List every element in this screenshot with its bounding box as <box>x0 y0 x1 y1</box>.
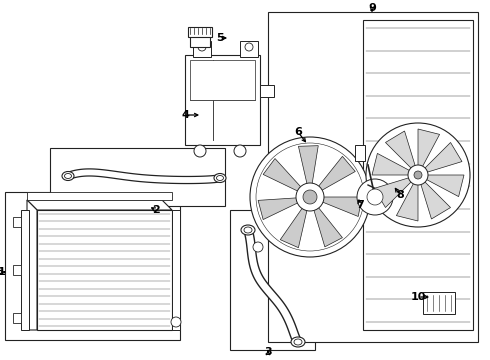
Circle shape <box>245 43 253 51</box>
Text: 2: 2 <box>152 205 160 215</box>
Text: 10: 10 <box>410 292 426 302</box>
Bar <box>240 41 258 57</box>
Polygon shape <box>27 200 172 210</box>
Circle shape <box>234 145 246 157</box>
Bar <box>5 192 180 340</box>
Bar <box>172 210 180 330</box>
Polygon shape <box>280 207 307 248</box>
Polygon shape <box>396 182 418 221</box>
Polygon shape <box>321 197 362 216</box>
Bar <box>193 41 211 57</box>
Text: 1: 1 <box>0 267 6 277</box>
Polygon shape <box>374 177 413 207</box>
Bar <box>355 145 365 161</box>
Bar <box>185 55 260 145</box>
Polygon shape <box>263 158 302 192</box>
Circle shape <box>198 43 206 51</box>
Bar <box>363 20 473 330</box>
Bar <box>190 60 255 100</box>
Bar <box>190 35 210 47</box>
Circle shape <box>194 145 206 157</box>
Polygon shape <box>314 206 343 247</box>
Text: 4: 4 <box>181 110 189 120</box>
Polygon shape <box>418 129 440 168</box>
Ellipse shape <box>217 175 223 180</box>
Polygon shape <box>298 146 318 185</box>
Ellipse shape <box>214 174 226 183</box>
Circle shape <box>303 190 317 204</box>
Circle shape <box>296 183 324 211</box>
Text: 9: 9 <box>368 3 376 13</box>
Bar <box>50 148 225 206</box>
Bar <box>230 210 315 350</box>
Bar <box>423 292 455 314</box>
Text: 8: 8 <box>396 190 404 200</box>
Polygon shape <box>386 131 416 169</box>
Polygon shape <box>425 175 464 197</box>
Ellipse shape <box>241 225 255 235</box>
Polygon shape <box>27 200 37 330</box>
Ellipse shape <box>294 339 302 345</box>
Circle shape <box>408 165 428 185</box>
Bar <box>13 313 21 323</box>
Circle shape <box>366 123 470 227</box>
Bar <box>268 12 478 342</box>
Ellipse shape <box>244 227 252 233</box>
Polygon shape <box>318 156 355 191</box>
Polygon shape <box>258 198 299 220</box>
Text: 3: 3 <box>264 347 272 357</box>
Ellipse shape <box>62 171 74 180</box>
Polygon shape <box>372 153 411 175</box>
Bar <box>260 85 274 97</box>
Circle shape <box>367 189 383 205</box>
Text: 5: 5 <box>216 33 224 43</box>
Ellipse shape <box>65 174 72 179</box>
Bar <box>27 192 172 200</box>
Circle shape <box>171 317 181 327</box>
Circle shape <box>250 137 370 257</box>
Bar <box>13 265 21 275</box>
Polygon shape <box>424 143 462 173</box>
Circle shape <box>414 171 422 179</box>
Bar <box>21 210 29 330</box>
Text: 6: 6 <box>294 127 302 137</box>
Polygon shape <box>420 181 450 219</box>
Polygon shape <box>37 210 172 330</box>
Circle shape <box>253 242 263 252</box>
Bar <box>188 27 212 37</box>
Circle shape <box>357 179 393 215</box>
Ellipse shape <box>291 337 305 347</box>
Text: 7: 7 <box>356 200 364 210</box>
Circle shape <box>256 143 364 251</box>
Bar <box>13 217 21 227</box>
